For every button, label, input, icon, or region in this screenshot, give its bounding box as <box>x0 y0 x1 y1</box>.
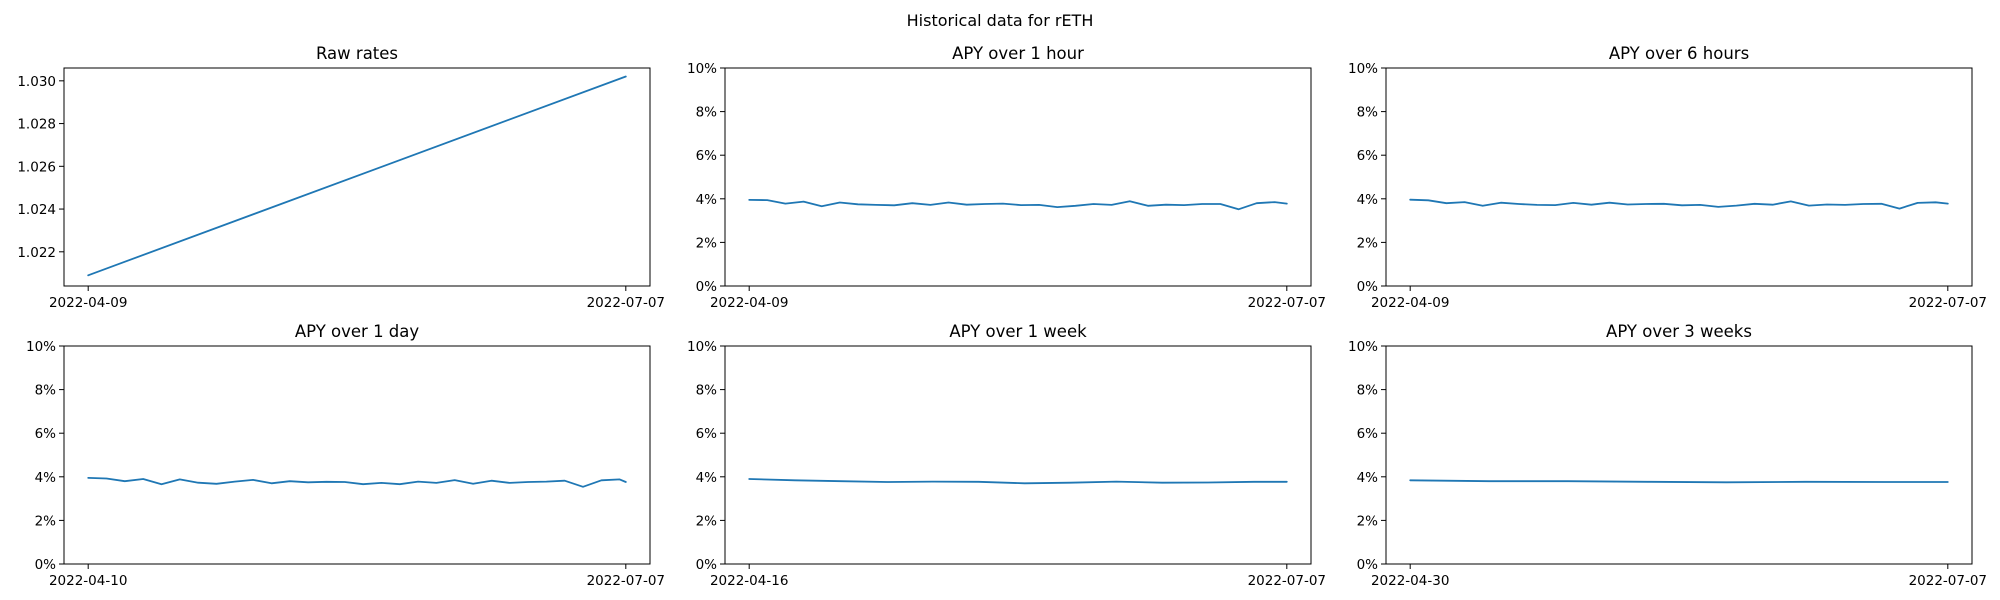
x-tick-label: 2022-04-09 <box>49 295 127 311</box>
plot-frame <box>1385 67 1973 287</box>
plot-frame <box>724 67 1312 287</box>
chart-panel-3: APY over 6 hours 0% 2% 4% 6% 8% 10% 2022-04-09 2… <box>1348 44 1987 311</box>
y-tick-label: 6% <box>1357 426 1379 442</box>
y-tick-label: 4% <box>1357 470 1379 486</box>
series-line-1 <box>748 478 1288 485</box>
chart-panel-6: APY over 3 weeks 0% 2% 4% 6% 8% 10% 2022-04-30 2… <box>1348 322 1987 589</box>
y-tick-label: 10% <box>26 339 56 355</box>
plot-frame <box>63 345 651 565</box>
y-tick-label: 2% <box>35 513 57 529</box>
x-tick-label: 2022-07-07 <box>587 573 665 589</box>
y-tick-label: 10% <box>1348 339 1378 355</box>
y-tick-label: 1.030 <box>17 74 56 90</box>
y-tick-label: 4% <box>35 470 57 486</box>
y-tick-label: 8% <box>1357 105 1379 121</box>
y-tick-label: 8% <box>35 383 57 399</box>
series-line-1 <box>748 198 1288 211</box>
y-tick-label: 1.026 <box>17 159 56 175</box>
y-tick-label: 6% <box>35 426 57 442</box>
y-tick-label: 6% <box>1357 148 1379 164</box>
y-tick-label: 0% <box>696 557 718 573</box>
y-tick-label: 6% <box>696 148 718 164</box>
series-line-1 <box>87 476 627 488</box>
chart-panel-2: APY over 1 hour 0% 2% 4% 6% 8% 10% 2022-04-09 20… <box>687 44 1326 311</box>
y-tick-label: 0% <box>35 557 57 573</box>
x-tick-label: 2022-07-07 <box>1909 573 1987 589</box>
x-tick-label: 2022-07-07 <box>1909 295 1987 311</box>
y-tick-label: 4% <box>696 192 718 208</box>
y-tick-label: 1.024 <box>17 202 56 218</box>
panel-title: APY over 3 weeks <box>1606 322 1752 341</box>
x-tick-label: 2022-07-07 <box>587 295 665 311</box>
y-tick-label: 0% <box>1357 279 1379 295</box>
x-tick-label: 2022-04-30 <box>1371 573 1449 589</box>
panel-title: APY over 1 week <box>949 322 1087 341</box>
x-tick-label: 2022-04-10 <box>49 573 127 589</box>
x-tick-label: 2022-04-09 <box>710 295 788 311</box>
panel-title: APY over 6 hours <box>1609 44 1749 63</box>
plot-frame <box>724 345 1312 565</box>
panel-title: APY over 1 hour <box>952 44 1084 63</box>
plot-frame <box>63 67 651 287</box>
y-tick-label: 0% <box>696 279 718 295</box>
y-tick-label: 10% <box>687 61 717 77</box>
y-tick-label: 2% <box>696 513 718 529</box>
chart-panel-1: Raw rates 1.022 1.024 1.026 1.028 1.030 2022-0… <box>17 44 665 311</box>
y-tick-label: 4% <box>696 470 718 486</box>
y-tick-label: 8% <box>1357 383 1379 399</box>
figure-title: Historical data for rETH <box>907 11 1094 30</box>
y-tick-label: 2% <box>1357 235 1379 251</box>
y-tick-label: 2% <box>1357 513 1379 529</box>
y-tick-label: 2% <box>696 235 718 251</box>
plot-frame <box>1385 345 1973 565</box>
y-tick-label: 1.028 <box>17 117 56 133</box>
x-tick-label: 2022-07-07 <box>1248 295 1326 311</box>
chart-panel-4: APY over 1 day 0% 2% 4% 6% 8% 10% 2022-04-10 202… <box>26 322 665 589</box>
y-tick-label: 8% <box>696 383 718 399</box>
y-tick-label: 4% <box>1357 192 1379 208</box>
x-tick-label: 2022-07-07 <box>1248 573 1326 589</box>
x-tick-label: 2022-04-16 <box>710 573 788 589</box>
y-tick-label: 6% <box>696 426 718 442</box>
y-tick-label: 8% <box>696 105 718 121</box>
y-tick-label: 0% <box>1357 557 1379 573</box>
series-line-1 <box>1409 198 1949 210</box>
x-tick-label: 2022-04-09 <box>1371 295 1449 311</box>
series-line-1 <box>87 75 627 277</box>
panel-title: Raw rates <box>316 44 398 63</box>
y-tick-label: 1.022 <box>17 245 56 261</box>
y-tick-label: 10% <box>687 339 717 355</box>
y-tick-label: 10% <box>1348 61 1378 77</box>
chart-panel-5: APY over 1 week 0% 2% 4% 6% 8% 10% 2022-04-16 20… <box>687 322 1326 589</box>
panel-title: APY over 1 day <box>295 322 420 341</box>
series-line-1 <box>1409 479 1949 484</box>
